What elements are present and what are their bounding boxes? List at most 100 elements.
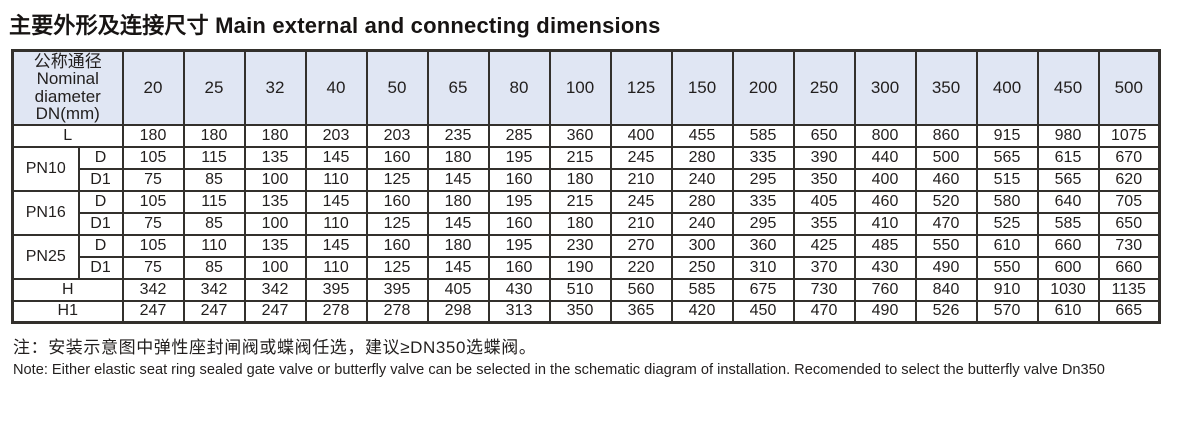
value-cell: 610 — [975, 233, 1039, 258]
note-chinese: 注：安装示意图中弹性座封闸阀或蝶阀任选，建议≥DN350选蝶阀。 — [13, 338, 537, 357]
value-cell: 145 — [304, 233, 368, 258]
row-label-cell: H1 — [11, 299, 124, 324]
value-cell: 585 — [731, 123, 795, 148]
value-cell: 526 — [914, 299, 978, 324]
dn-header-cell: 40 — [304, 49, 368, 126]
value-cell: 355 — [792, 211, 856, 236]
value-cell: 180 — [426, 189, 490, 214]
table-row: PN25 D 105 110 135 145 160 180 195 230 270 300 360 42… — [11, 233, 1161, 280]
value-cell: 1030 — [1036, 277, 1100, 302]
value-cell: 335 — [731, 189, 795, 214]
table-row: D1 75 85 100 110 125 145 160 190 220 250 310 370 430 4… — [13, 255, 1161, 280]
value-cell: 500 — [914, 145, 978, 170]
value-cell: 195 — [487, 189, 551, 214]
table-row: PN16 D 105 115 135 145 160 180 195 215 245 280 335 40… — [11, 189, 1161, 236]
value-cell: 145 — [426, 255, 490, 280]
value-cell: 210 — [609, 167, 673, 192]
value-cell: 105 — [121, 145, 185, 170]
value-cell: 310 — [731, 255, 795, 280]
value-cell: 420 — [670, 299, 734, 324]
value-cell: 245 — [609, 189, 673, 214]
value-cell: 760 — [853, 277, 917, 302]
value-cell: 160 — [487, 167, 551, 192]
value-cell: 135 — [243, 189, 307, 214]
dn-header-cell: 250 — [792, 49, 856, 126]
value-cell: 110 — [304, 167, 368, 192]
value-cell: 560 — [609, 277, 673, 302]
value-cell: 247 — [243, 299, 307, 324]
value-cell: 525 — [975, 211, 1039, 236]
dn-header-cell: 20 — [121, 49, 185, 126]
value-cell: 640 — [1036, 189, 1100, 214]
value-cell: 360 — [548, 123, 612, 148]
value-cell: 230 — [548, 233, 612, 258]
value-cell: 100 — [243, 211, 307, 236]
value-cell: 75 — [121, 167, 185, 192]
dn-header-cell: 65 — [426, 49, 490, 126]
table-row: H1 247 247 247 278 278 298 313 350 365 420 450 470 49… — [11, 299, 1161, 324]
footnotes: 注：安装示意图中弹性座封闸阀或蝶阀任选，建议≥DN350选蝶阀。 Note: E… — [13, 333, 1183, 378]
corner-line: diameter — [34, 86, 101, 106]
value-cell: 610 — [1036, 299, 1100, 324]
value-cell: 660 — [1097, 255, 1161, 280]
value-cell: 565 — [975, 145, 1039, 170]
value-cell: 125 — [365, 211, 429, 236]
value-cell: 160 — [365, 233, 429, 258]
value-cell: 270 — [609, 233, 673, 258]
value-cell: 675 — [731, 277, 795, 302]
value-cell: 160 — [487, 211, 551, 236]
value-cell: 85 — [182, 167, 246, 192]
value-cell: 298 — [426, 299, 490, 324]
table-row: H 342 342 342 395 395 405 430 510 560 585 675 730 760… — [11, 277, 1161, 302]
value-cell: 75 — [121, 255, 185, 280]
value-cell: 730 — [1097, 233, 1161, 258]
value-cell: 247 — [182, 299, 246, 324]
value-cell: 342 — [182, 277, 246, 302]
value-cell: 220 — [609, 255, 673, 280]
sub-label-cell: D1 — [77, 255, 124, 280]
value-cell: 400 — [609, 123, 673, 148]
row-label-cell: H — [11, 277, 124, 302]
value-cell: 425 — [792, 233, 856, 258]
value-cell: 705 — [1097, 189, 1161, 214]
value-cell: 203 — [365, 123, 429, 148]
value-cell: 600 — [1036, 255, 1100, 280]
value-cell: 280 — [670, 189, 734, 214]
value-cell: 145 — [426, 211, 490, 236]
value-cell: 455 — [670, 123, 734, 148]
value-cell: 650 — [1097, 211, 1161, 236]
value-cell: 365 — [609, 299, 673, 324]
value-cell: 160 — [487, 255, 551, 280]
value-cell: 280 — [670, 145, 734, 170]
value-cell: 160 — [365, 145, 429, 170]
corner-cell: 公称通径 Nominal diameter DN(mm) — [11, 49, 124, 126]
value-cell: 450 — [731, 299, 795, 324]
sub-label-cell: D — [77, 189, 124, 214]
dn-header-cell: 80 — [487, 49, 551, 126]
dn-header-cell: 32 — [243, 49, 307, 126]
page-title: 主要外形及连接尺寸 Main external and connecting d… — [9, 13, 661, 38]
value-cell: 405 — [792, 189, 856, 214]
value-cell: 570 — [975, 299, 1039, 324]
dn-header-cell: 150 — [670, 49, 734, 126]
value-cell: 295 — [731, 167, 795, 192]
value-cell: 1075 — [1097, 123, 1161, 148]
group-label-cell: PN16 — [11, 189, 80, 236]
value-cell: 515 — [975, 167, 1039, 192]
value-cell: 180 — [121, 123, 185, 148]
value-cell: 395 — [304, 277, 368, 302]
value-cell: 565 — [1036, 167, 1100, 192]
dn-header-cell: 200 — [731, 49, 795, 126]
group-label-cell: PN10 — [11, 145, 80, 192]
value-cell: 313 — [487, 299, 551, 324]
note-english: Note: Either elastic seat ring sealed ga… — [13, 362, 1105, 378]
value-cell: 800 — [853, 123, 917, 148]
value-cell: 390 — [792, 145, 856, 170]
value-cell: 510 — [548, 277, 612, 302]
value-cell: 110 — [304, 255, 368, 280]
value-cell: 410 — [853, 211, 917, 236]
value-cell: 470 — [914, 211, 978, 236]
value-cell: 300 — [670, 233, 734, 258]
value-cell: 665 — [1097, 299, 1161, 324]
dn-header-cell: 300 — [853, 49, 917, 126]
